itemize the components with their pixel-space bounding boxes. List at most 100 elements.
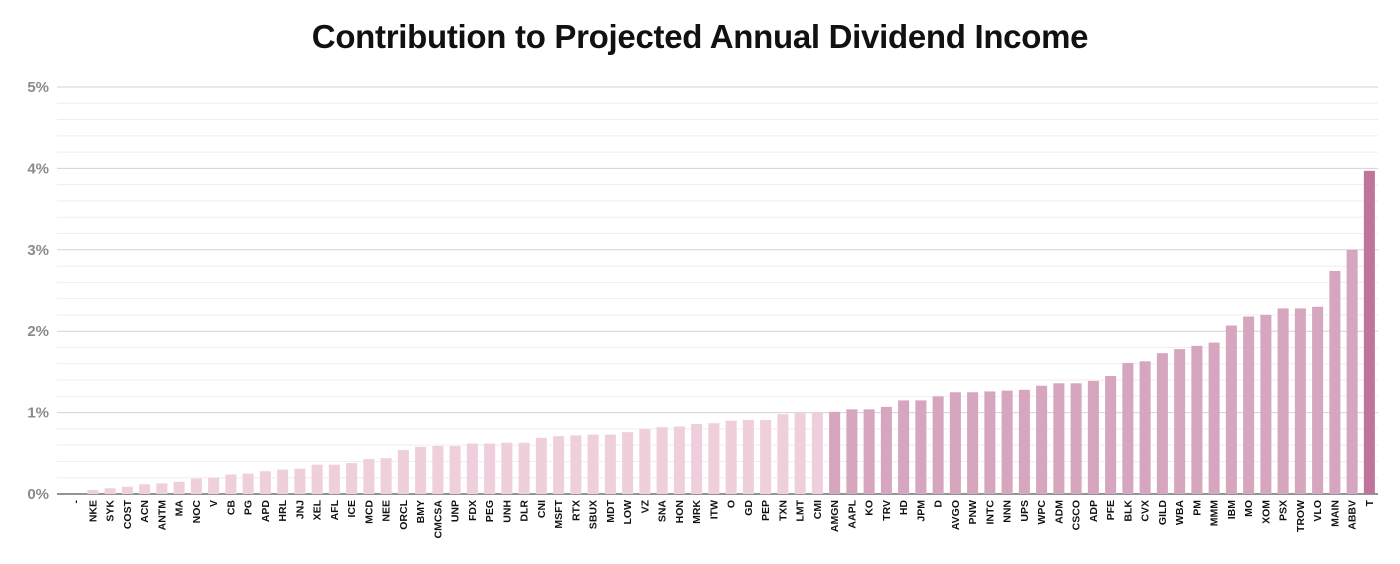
x-tick-label: AAPL	[846, 499, 858, 528]
x-tick-label: TRV	[881, 500, 893, 521]
bar-trv	[880, 406, 892, 494]
x-tick-label: AMGN	[829, 500, 841, 532]
bar-unp	[449, 445, 461, 494]
bar-mdt	[604, 434, 616, 494]
x-tick-label: IBM	[1226, 500, 1238, 520]
bar-t	[1363, 170, 1375, 495]
x-tick-label: UNP	[450, 500, 462, 522]
x-tick-label: MDT	[605, 499, 617, 522]
bar-peg	[484, 443, 496, 494]
bar-apd	[259, 471, 271, 494]
bar-nee	[380, 458, 392, 494]
bar-cost	[121, 486, 133, 494]
bar-d	[932, 396, 944, 494]
bar-gild	[1156, 353, 1168, 494]
bar-pep	[760, 419, 772, 494]
bar-sbux	[587, 434, 599, 494]
bar-acn	[139, 484, 151, 494]
bar-hon	[673, 426, 685, 494]
bar-aapl	[846, 409, 858, 494]
x-tick-label: UPS	[1019, 500, 1031, 522]
y-tick-label: 0%	[27, 486, 49, 503]
bar-vz	[639, 428, 651, 494]
bar-vlo	[1312, 306, 1324, 494]
bar-cmcsa	[432, 445, 444, 494]
x-tick-label: KO	[864, 500, 876, 516]
x-tick-label: TXN	[777, 500, 789, 521]
bar-mcd	[363, 458, 375, 494]
bar-ibm	[1225, 325, 1237, 494]
x-tick-label: COST	[122, 499, 134, 529]
bar-trow	[1294, 308, 1306, 494]
x-tick-label: ITW	[708, 500, 720, 519]
chart-title: Contribution to Projected Annual Dividen…	[311, 18, 1089, 55]
bar-wba	[1174, 349, 1186, 494]
bar-itw	[708, 423, 720, 494]
x-tick-label: SYK	[105, 500, 117, 522]
x-tick-label: HON	[674, 500, 686, 523]
bar-gd	[742, 419, 754, 494]
bar-csco	[1070, 383, 1082, 494]
y-tick-label: 1%	[27, 405, 49, 422]
y-tick-label: 2%	[27, 323, 49, 340]
bar-cvx	[1139, 361, 1151, 494]
bar-low	[622, 432, 634, 494]
bar-hrl	[277, 469, 289, 494]
bar-nke	[87, 489, 99, 494]
bar-wpc	[1036, 385, 1048, 494]
x-tick-label: AFL	[329, 499, 341, 520]
x-tick-label: FDX	[467, 500, 479, 521]
bar-orcl	[397, 450, 409, 494]
bar-cni	[535, 437, 547, 494]
bar-jnj	[294, 468, 306, 494]
bar-v	[208, 477, 220, 494]
x-tick-label: ORCL	[398, 499, 410, 529]
x-tick-label: MA	[174, 500, 186, 517]
x-tick-label: ABBV	[1347, 500, 1359, 530]
x-tick-label: MCD	[363, 500, 375, 524]
x-tick-label: CVX	[1140, 500, 1152, 522]
bar-mo	[1243, 316, 1255, 494]
bar-bmy	[415, 446, 427, 494]
bar-main	[1329, 270, 1341, 494]
x-tick-label: WBA	[1174, 500, 1186, 525]
x-tick-label: NOC	[191, 500, 203, 524]
bar-nnn	[1001, 390, 1013, 494]
bar-pnw	[967, 392, 979, 494]
x-tick-label: BMY	[415, 500, 427, 523]
bar-blk	[1122, 362, 1134, 494]
y-tick-label: 3%	[27, 242, 49, 259]
x-tick-label: JNJ	[294, 500, 306, 519]
x-tick-label: XOM	[1260, 500, 1272, 524]
x-tick-label: PEG	[484, 500, 496, 522]
x-tick-label: MAIN	[1329, 500, 1341, 527]
bar-avgo	[949, 392, 961, 494]
bar-lmt	[794, 412, 806, 494]
x-tick-label: NEE	[381, 500, 393, 522]
x-tick-label: GD	[743, 500, 755, 516]
x-tick-label: ADP	[1088, 500, 1100, 522]
x-tick-label: NNN	[1002, 500, 1014, 523]
bar-fdx	[466, 443, 478, 494]
x-tick-label: HRL	[277, 499, 289, 521]
x-tick-label: PSX	[1278, 500, 1290, 521]
x-tick-label: VLO	[1312, 500, 1324, 522]
x-tick-label: PM	[1191, 500, 1203, 516]
x-tick-label: VZ	[639, 499, 651, 513]
bar-antm	[156, 483, 168, 494]
x-tick-label: INTC	[984, 500, 996, 525]
x-tick-label: MSFT	[553, 499, 565, 528]
x-tick-label: V	[208, 500, 220, 507]
y-tick-label: 5%	[27, 79, 49, 96]
x-tick-label: D	[933, 500, 945, 508]
bar-mmm	[1208, 342, 1220, 494]
bar-rtx	[570, 435, 582, 494]
x-tick-label: DLR	[519, 500, 531, 522]
x-tick-label: WPC	[1036, 500, 1048, 525]
bar-unh	[501, 442, 513, 494]
x-tick-label: UNH	[501, 500, 513, 523]
bar-ma	[173, 481, 185, 494]
x-tick-label: CB	[225, 500, 237, 516]
